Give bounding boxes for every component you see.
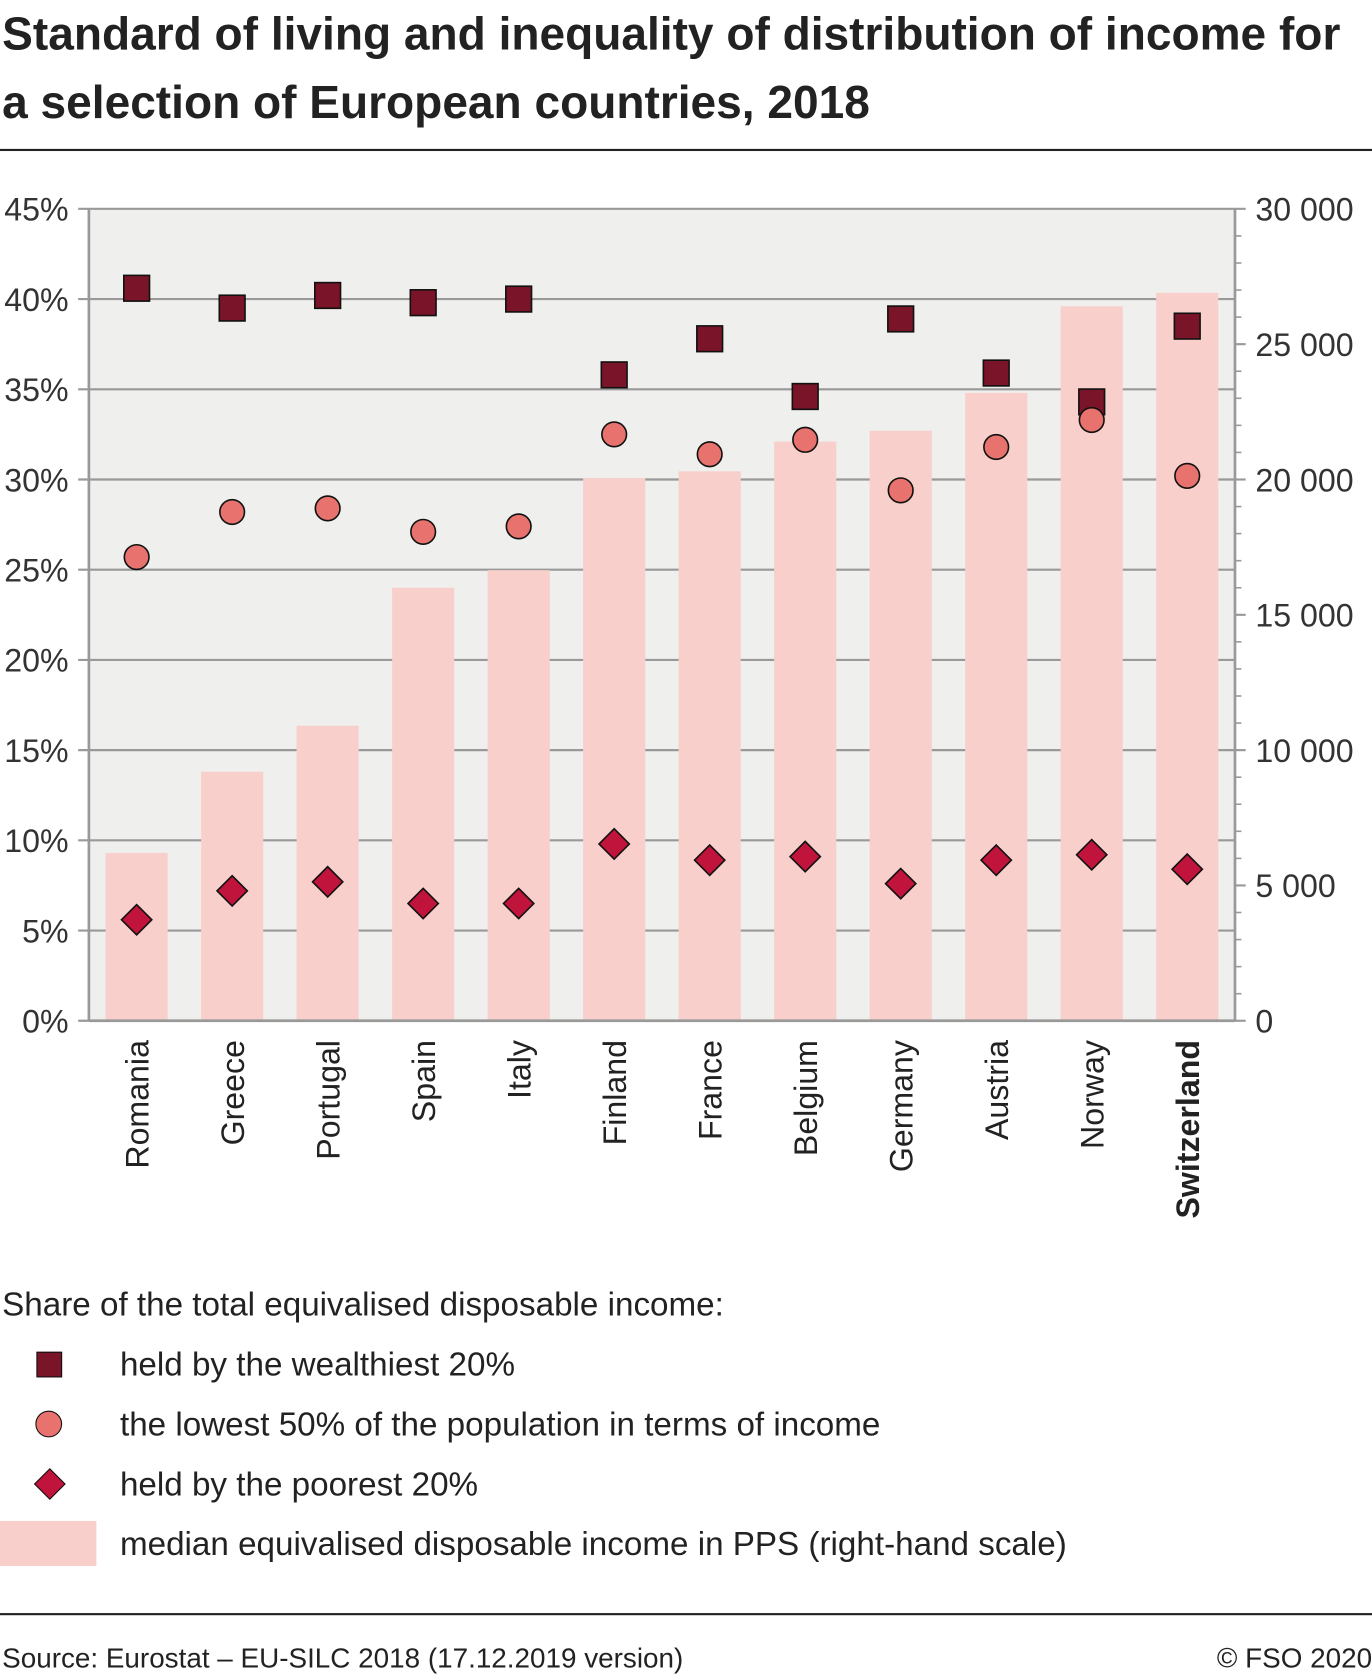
- category-label: Belgium: [788, 1040, 824, 1156]
- wealthiest-20-marker: [696, 325, 724, 353]
- lowest-50-marker: [983, 433, 1010, 461]
- square-marker-icon: [36, 1351, 63, 1378]
- wealthiest-20-marker: [982, 359, 1010, 387]
- category-label: Greece: [215, 1040, 251, 1145]
- diamond-marker-icon: [33, 1468, 66, 1500]
- title-divider: [0, 148, 1372, 152]
- income-bar: [869, 430, 932, 1021]
- legend-title: Share of the total equivalised disposabl…: [2, 1285, 724, 1323]
- category-label: Romania: [119, 1040, 155, 1169]
- wealthiest-20-marker: [791, 382, 819, 411]
- category-label: Norway: [1075, 1040, 1111, 1149]
- income-bar: [105, 852, 168, 1021]
- left-tick-label: 25%: [4, 552, 68, 588]
- left-tick-label: 5%: [22, 913, 68, 949]
- chart-plot: 0% 5% 10% 15% 20% 25% 30% 35% 40% 45% 0 5 000 10 000…: [4, 192, 1353, 1219]
- left-tick-label: 40%: [4, 282, 68, 318]
- category-label: France: [692, 1040, 728, 1140]
- poorest-20-marker: [215, 874, 249, 908]
- poorest-20-marker: [1075, 838, 1109, 872]
- income-bar: [583, 478, 646, 1021]
- bar-swatch-icon: [0, 1520, 97, 1566]
- poorest-20-marker: [884, 867, 917, 900]
- copyright: © FSO 2020: [1216, 1641, 1372, 1675]
- lowest-50-marker: [219, 498, 246, 526]
- poorest-20-marker: [788, 840, 822, 873]
- plot-background: [88, 208, 1235, 1021]
- poorest-20-marker: [1170, 852, 1204, 886]
- legend-item-wealthiest: held by the wealthiest 20%: [0, 1341, 515, 1388]
- poorest-20-marker: [120, 903, 153, 937]
- lowest-50-marker: [1078, 406, 1105, 434]
- income-bar: [392, 587, 455, 1021]
- legend-item-median-income: median equivalised disposable income in …: [0, 1520, 1067, 1568]
- left-tick-label: 15%: [4, 733, 68, 769]
- category-label: Portugal: [310, 1040, 346, 1160]
- chart-title: Standard of living and inequality of dis…: [2, 8, 1341, 129]
- lowest-50-marker: [696, 441, 723, 468]
- income-bar: [487, 570, 550, 1021]
- category-label: Finland: [597, 1040, 633, 1145]
- legend-item-poorest: held by the poorest 20%: [0, 1461, 478, 1508]
- wealthiest-20-marker: [1173, 312, 1201, 340]
- left-tick-label: 35%: [4, 372, 68, 408]
- poorest-20-marker: [979, 843, 1013, 877]
- income-bar: [1156, 292, 1219, 1021]
- poorest-20-marker: [693, 843, 726, 877]
- poorest-20-marker: [311, 865, 344, 899]
- right-tick-label: 25 000: [1255, 327, 1353, 363]
- left-tick-label: 45%: [4, 192, 68, 228]
- left-tick-label: 0%: [22, 1004, 68, 1040]
- wealthiest-20-marker: [600, 361, 628, 389]
- income-bar: [965, 392, 1028, 1021]
- lowest-50-marker: [410, 518, 437, 545]
- lowest-50-marker: [123, 543, 150, 571]
- category-label: Germany: [883, 1040, 919, 1172]
- left-tick-label: 10%: [4, 823, 68, 859]
- legend-label: median equivalised disposable income in …: [119, 1525, 1067, 1563]
- poorest-20-marker: [502, 887, 535, 920]
- lowest-50-marker: [601, 421, 628, 448]
- right-tick-label: 15 000: [1255, 598, 1353, 634]
- wealthiest-20-marker: [409, 289, 437, 317]
- legend-label: the lowest 50% of the population in term…: [119, 1405, 881, 1443]
- wealthiest-20-marker: [122, 274, 151, 302]
- wealthiest-20-marker: [887, 305, 915, 333]
- right-tick-label: 10 000: [1255, 733, 1353, 769]
- legend-label: held by the poorest 20%: [119, 1465, 479, 1503]
- source-note: Source: Eurostat – EU-SILC 2018 (17.12.2…: [2, 1641, 684, 1675]
- right-tick-label: 5 000: [1255, 868, 1335, 904]
- lowest-50-marker: [314, 495, 341, 522]
- category-label: Austria: [979, 1040, 1015, 1140]
- wealthiest-20-marker: [505, 285, 533, 313]
- legend-item-lowest50: the lowest 50% of the population in term…: [0, 1401, 880, 1448]
- wealthiest-20-marker: [314, 281, 342, 310]
- income-bar: [678, 471, 741, 1021]
- right-tick-label: 30 000: [1255, 192, 1353, 228]
- circle-marker-icon: [35, 1410, 63, 1438]
- lowest-50-marker: [505, 513, 532, 540]
- wealthiest-20-marker: [218, 294, 246, 322]
- right-tick-label: 0: [1255, 1004, 1273, 1040]
- category-label: Switzerland: [1170, 1040, 1206, 1219]
- lowest-50-marker: [887, 477, 914, 504]
- lowest-50-marker: [1174, 462, 1201, 490]
- category-label: Italy: [501, 1040, 537, 1099]
- poorest-20-marker: [406, 887, 440, 920]
- lowest-50-marker: [792, 426, 819, 453]
- left-tick-label: 30%: [4, 462, 68, 498]
- poorest-20-marker: [597, 827, 631, 861]
- income-bar: [774, 441, 837, 1021]
- legend-label: held by the wealthiest 20%: [119, 1345, 515, 1383]
- category-label: Spain: [406, 1040, 442, 1122]
- right-tick-label: 20 000: [1255, 462, 1353, 498]
- footer-divider: [0, 1613, 1372, 1616]
- left-tick-label: 20%: [4, 643, 68, 679]
